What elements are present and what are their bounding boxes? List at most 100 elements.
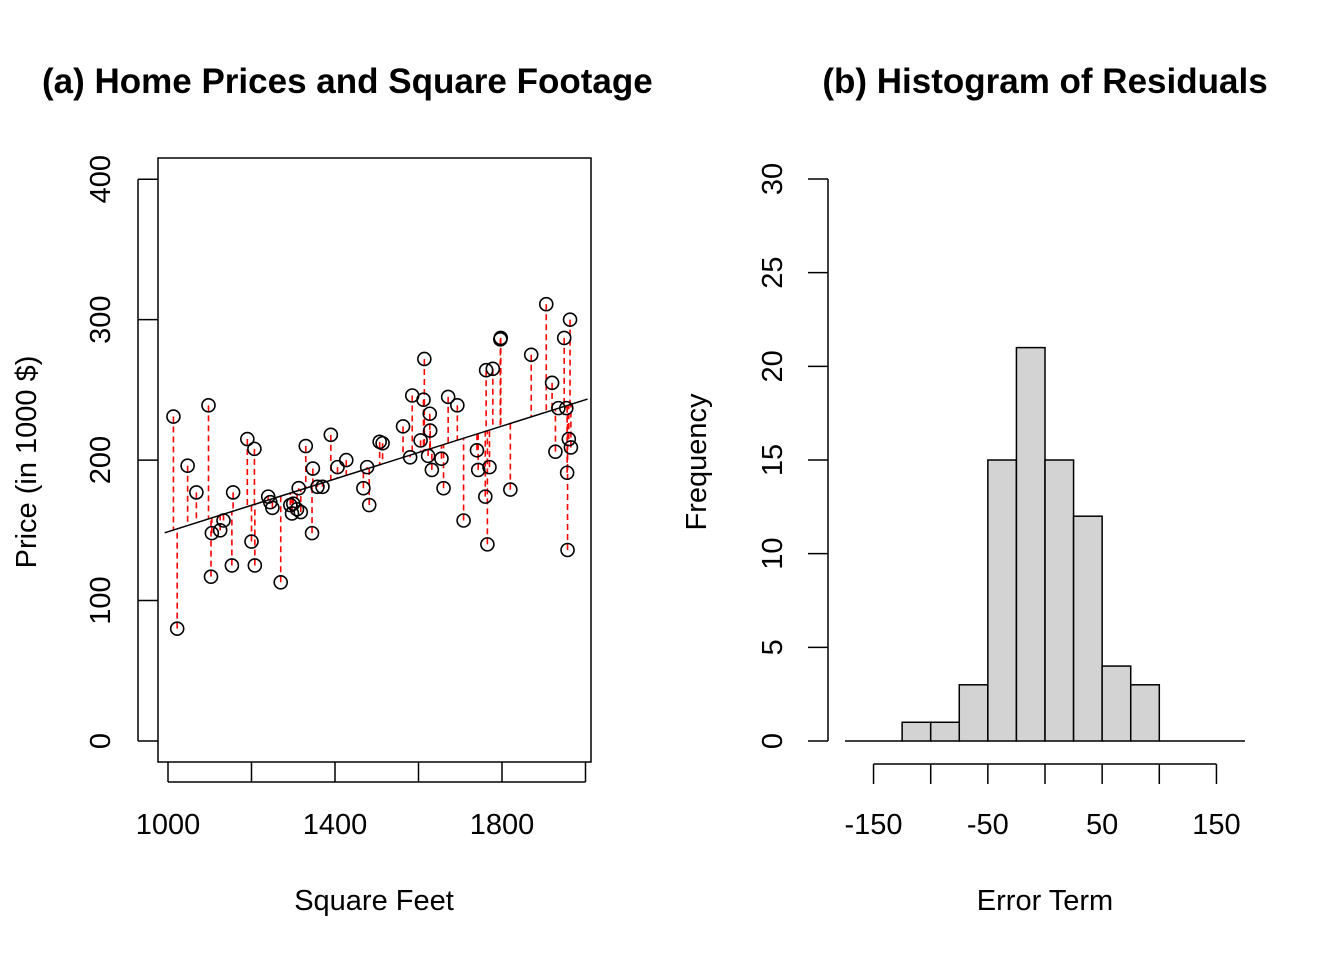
data-point — [361, 497, 377, 513]
histogram-y-tick-label: 5 — [757, 639, 789, 655]
data-point — [470, 462, 486, 478]
data-point — [551, 400, 566, 416]
scatter-x-tick-label: 1000 — [136, 809, 201, 841]
data-points — [166, 296, 579, 636]
data-point — [244, 534, 259, 549]
histogram-bar — [929, 721, 961, 742]
data-point — [304, 525, 320, 541]
data-point — [305, 461, 321, 476]
scatter-y-tick-label: 100 — [85, 576, 117, 624]
data-point — [480, 537, 495, 552]
residual-segments — [172, 304, 572, 629]
histogram-bar — [987, 459, 1018, 742]
histogram-y-tick-label: 15 — [757, 444, 789, 476]
histogram-panel: (b) Histogram of Residuals 051015202530 … — [681, 62, 1268, 917]
scatter-y-axis: 0 100 200 300 400 — [85, 155, 158, 749]
histogram-x-tick-label: 50 — [1086, 809, 1118, 841]
histogram-x-tick-label: 150 — [1192, 809, 1240, 841]
histogram-bar — [901, 721, 932, 742]
data-point — [523, 347, 539, 363]
data-point — [356, 480, 371, 496]
scatter-y-tick-label: 0 — [85, 733, 117, 749]
histogram-x-tick-label: -50 — [967, 809, 1009, 841]
scatter-y-tick-label: 200 — [85, 436, 117, 484]
scatter-plot-frame — [157, 157, 592, 763]
histogram-y-tick-label: 20 — [757, 350, 789, 382]
data-point — [417, 351, 432, 367]
data-point — [420, 448, 436, 464]
data-point — [189, 485, 204, 500]
data-point — [169, 621, 185, 636]
data-point — [201, 398, 216, 413]
data-point — [469, 442, 485, 458]
histogram-y-tick-label: 0 — [757, 733, 789, 749]
data-point — [478, 362, 494, 378]
data-point — [291, 480, 306, 496]
data-point — [216, 513, 231, 528]
data-point — [422, 406, 438, 422]
data-point — [225, 485, 241, 500]
data-point — [450, 398, 465, 413]
data-point — [440, 389, 456, 405]
data-point — [330, 459, 345, 475]
data-point — [212, 523, 228, 538]
scatter-y-label: Price (in 1000 $) — [11, 356, 43, 569]
histogram-bar — [1129, 684, 1161, 742]
histogram-bar — [1072, 515, 1103, 742]
data-point — [563, 440, 579, 455]
data-point — [493, 330, 509, 346]
data-point — [503, 482, 518, 497]
scatter-x-label: Square Feet — [294, 885, 454, 917]
data-point — [224, 558, 240, 573]
data-point — [323, 427, 339, 443]
data-point — [204, 525, 220, 541]
histogram-title: (b) Histogram of Residuals — [822, 62, 1267, 101]
data-point — [180, 458, 195, 474]
scatter-y-tick-label: 400 — [85, 155, 117, 203]
histogram-x-axis: -150 -50 50 150 — [845, 763, 1241, 841]
histogram-bar — [1044, 459, 1075, 742]
data-point — [247, 558, 263, 573]
data-point — [422, 423, 438, 438]
data-point — [548, 444, 563, 459]
data-point — [477, 489, 493, 504]
scatter-x-tick-label: 1800 — [470, 809, 535, 841]
histogram-x-tick-label: -150 — [845, 809, 903, 841]
data-point — [556, 330, 572, 346]
histogram-bar — [1101, 665, 1132, 742]
data-point — [203, 569, 219, 584]
data-point — [561, 431, 577, 447]
data-point — [434, 451, 449, 466]
data-point — [402, 449, 418, 465]
histogram-y-tick-label: 25 — [757, 257, 789, 289]
scatter-x-tick-label: 1400 — [303, 809, 368, 841]
data-point — [416, 392, 431, 408]
data-point — [456, 513, 471, 528]
histogram-y-tick-label: 30 — [757, 163, 789, 195]
regression-line — [164, 398, 588, 534]
data-point — [436, 480, 451, 496]
data-point — [284, 506, 300, 521]
data-point — [560, 542, 575, 558]
data-point — [247, 441, 262, 457]
histogram-x-label: Error Term — [977, 885, 1113, 917]
data-point — [265, 500, 280, 516]
data-point — [289, 501, 305, 517]
data-point — [273, 574, 289, 590]
data-point — [544, 375, 560, 391]
histogram-y-label: Frequency — [681, 393, 713, 531]
data-point — [413, 433, 428, 448]
histogram-y-tick-label: 10 — [757, 538, 789, 570]
data-point — [482, 459, 497, 475]
scatter-title: (a) Home Prices and Square Footage — [42, 62, 653, 101]
histogram-bar — [1015, 346, 1046, 742]
data-point — [293, 504, 309, 520]
data-point — [359, 459, 375, 475]
data-point — [558, 400, 574, 416]
histogram-y-axis: 0 5 10 15 20 25 30 — [757, 163, 829, 749]
data-point — [562, 312, 578, 327]
data-point — [395, 419, 411, 434]
data-point — [315, 479, 330, 495]
scatter-x-axis: 1000 1400 1800 — [136, 762, 587, 841]
